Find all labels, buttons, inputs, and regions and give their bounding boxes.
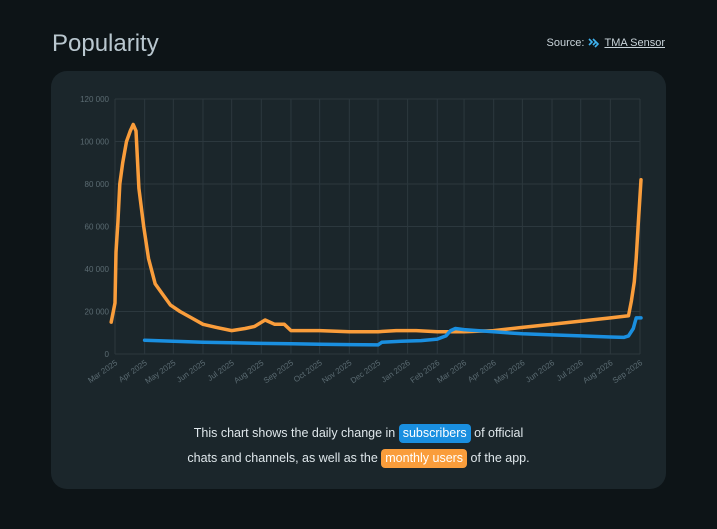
x-tick-label: May 2026	[493, 358, 527, 386]
chart-card: 0 20 000 40 000 60 000 80 000 100 000 120 000 M…	[51, 71, 666, 489]
y-tick-label: 80 000	[85, 180, 110, 189]
caption-line-2: chats and channels, as well as the month…	[51, 446, 666, 471]
source-label: Source:	[546, 37, 585, 49]
x-tick-label: Jan 2026	[380, 358, 413, 385]
x-tick-label: Oct 2025	[292, 358, 324, 384]
x-tick-label: May 2025	[144, 358, 178, 386]
chart-caption: This chart shows the daily change in sub…	[51, 421, 666, 471]
x-tick-label: Jun 2025	[175, 358, 208, 385]
y-tick-label: 60 000	[85, 223, 110, 232]
subscribers-legend-badge: subscribers	[398, 424, 471, 443]
x-tick-label: Mar 2025	[86, 358, 119, 385]
source-link[interactable]: TMA Sensor	[604, 37, 665, 49]
tma-sensor-logo-icon	[588, 37, 600, 49]
y-tick-label: 0	[105, 350, 110, 359]
monthly-users-series-line	[109, 122, 643, 334]
y-tick-label: 40 000	[85, 265, 110, 274]
caption-line-1: This chart shows the daily change in sub…	[51, 421, 666, 446]
x-tick-label: Sep 2025	[262, 358, 296, 385]
x-tick-label: Jun 2026	[524, 358, 557, 385]
source-attribution: Source: TMA Sensor	[547, 37, 665, 49]
subscribers-series-line	[142, 316, 643, 347]
caption-text: chats and channels, as well as the	[187, 451, 382, 465]
popularity-chart: 0 20 000 40 000 60 000 80 000 100 000 120 000 M…	[80, 95, 645, 386]
x-tick-label: Sep 2026	[611, 358, 645, 385]
y-tick-label: 120 000	[80, 95, 109, 104]
x-tick-label: Aug 2026	[581, 358, 615, 385]
x-tick-label: Aug 2025	[232, 358, 266, 385]
x-tick-label: Jul 2026	[555, 358, 585, 383]
x-tick-label: Jul 2025	[206, 358, 236, 383]
y-tick-label: 100 000	[80, 138, 109, 147]
caption-text: This chart shows the daily change in	[193, 426, 399, 440]
monthly-users-legend-badge: monthly users	[381, 449, 468, 468]
caption-text: of the app.	[467, 451, 530, 465]
caption-text: of official	[470, 426, 524, 440]
page-title: Popularity	[52, 30, 159, 57]
x-tick-label: Nov 2025	[320, 358, 354, 385]
x-tick-label: Mar 2026	[435, 358, 468, 385]
x-tick-label: Dec 2025	[349, 358, 383, 385]
y-tick-label: 20 000	[85, 308, 110, 317]
